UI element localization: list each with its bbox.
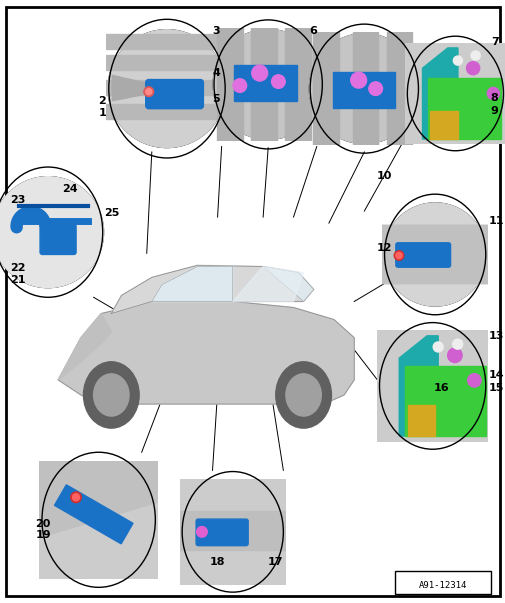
Text: 8: 8 (490, 92, 497, 103)
Text: 10: 10 (376, 171, 391, 181)
Text: 20: 20 (35, 519, 50, 529)
Polygon shape (111, 265, 313, 314)
Text: 14: 14 (487, 370, 503, 380)
Polygon shape (58, 314, 111, 380)
Polygon shape (263, 267, 313, 302)
Polygon shape (152, 267, 232, 302)
Text: 22: 22 (10, 263, 26, 273)
Circle shape (93, 374, 129, 416)
Text: 21: 21 (10, 274, 26, 285)
Text: 6: 6 (309, 26, 317, 36)
Text: 1: 1 (98, 107, 106, 118)
Text: 17: 17 (268, 557, 283, 567)
Text: 3: 3 (212, 26, 220, 36)
Text: 2: 2 (98, 95, 106, 106)
Text: 24: 24 (62, 184, 77, 194)
Text: 9: 9 (490, 106, 498, 116)
Text: 25: 25 (104, 208, 119, 218)
Circle shape (275, 362, 331, 428)
FancyBboxPatch shape (6, 7, 499, 596)
Text: 7: 7 (490, 37, 497, 47)
Text: 15: 15 (487, 383, 502, 393)
Text: 19: 19 (35, 529, 51, 540)
Text: A91-12314: A91-12314 (418, 581, 467, 590)
Text: 13: 13 (487, 330, 502, 341)
Text: 23: 23 (10, 195, 25, 205)
Text: 4: 4 (212, 68, 220, 78)
Circle shape (83, 362, 139, 428)
Text: 12: 12 (376, 243, 392, 253)
Text: 5: 5 (212, 93, 220, 104)
Circle shape (285, 374, 321, 416)
FancyBboxPatch shape (394, 571, 490, 594)
Text: 16: 16 (433, 383, 449, 393)
Polygon shape (58, 302, 353, 404)
Text: 18: 18 (210, 557, 225, 567)
Text: 11: 11 (487, 216, 503, 226)
Polygon shape (232, 267, 303, 302)
